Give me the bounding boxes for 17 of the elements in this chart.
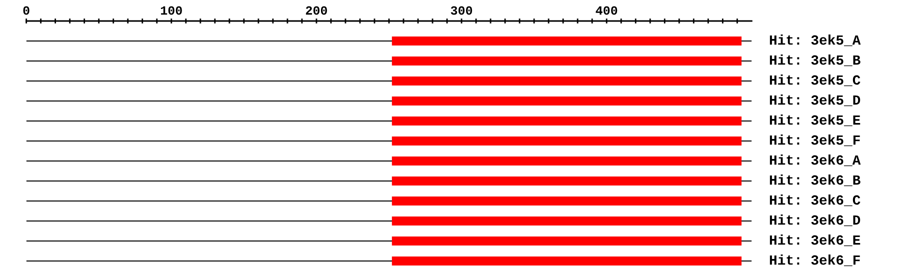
x-tick-label: 100 xyxy=(160,6,182,15)
y-tick-label: Hit: 3ek5_C xyxy=(770,74,860,86)
y-tick-label: Hit: 3ek5_D xyxy=(770,94,860,106)
y-tick-label: Hit: 3ek6_F xyxy=(770,254,860,266)
y-tick-label: Hit: 3ek6_B xyxy=(770,174,860,186)
x-tick-label: 400 xyxy=(596,6,618,15)
y-tick-label: Hit: 3ek5_B xyxy=(770,54,860,66)
x-tick-label: 200 xyxy=(306,6,327,15)
y-tick-label: Hit: 3ek6_A xyxy=(770,154,861,166)
x-tick-label: 0 xyxy=(23,6,30,15)
y-tick-label: Hit: 3ek6_D xyxy=(770,214,860,226)
y-tick-label: Hit: 3ek6_E xyxy=(770,234,860,246)
x-tick-label: 300 xyxy=(450,6,472,15)
y-tick-label: Hit: 3ek5_F xyxy=(770,134,860,146)
y-tick-label: Hit: 3ek6_C xyxy=(770,194,860,206)
y-tick-label: Hit: 3ek5_E xyxy=(770,114,860,126)
y-tick-label: Hit: 3ek5_A xyxy=(770,34,861,46)
